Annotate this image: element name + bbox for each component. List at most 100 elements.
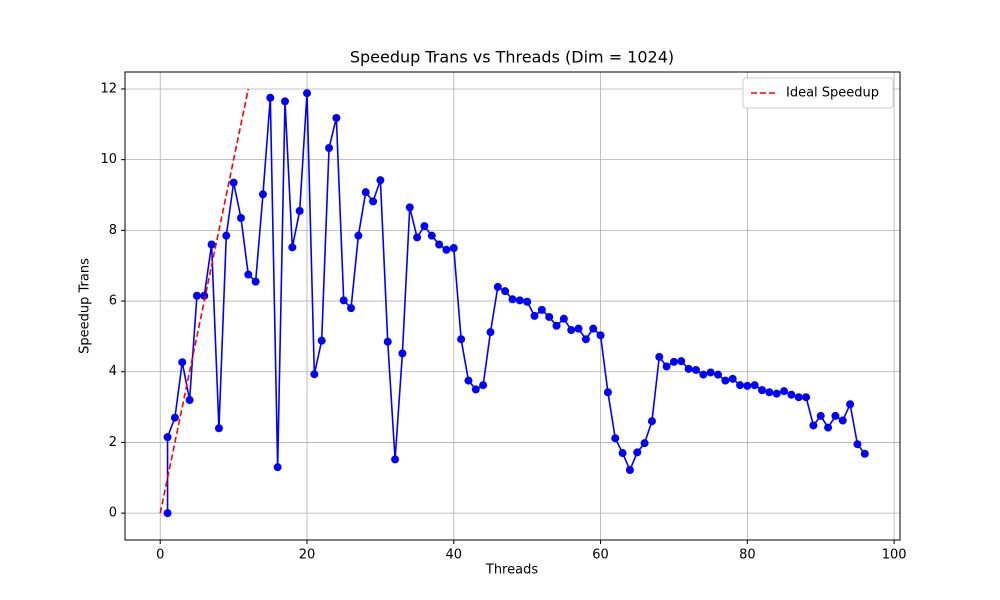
data-point xyxy=(647,417,656,426)
data-point xyxy=(699,370,708,379)
y-axis-label: Speedup Trans xyxy=(78,258,93,354)
data-point xyxy=(303,89,312,98)
data-point xyxy=(824,423,833,432)
data-point xyxy=(207,240,216,249)
y-tick-label: 12 xyxy=(100,81,117,96)
x-tick-label: 0 xyxy=(156,548,164,563)
data-point xyxy=(853,440,862,449)
data-point xyxy=(214,424,223,433)
data-point xyxy=(802,393,811,402)
data-point xyxy=(765,388,774,397)
data-point xyxy=(310,370,319,379)
data-point xyxy=(332,113,341,122)
data-point xyxy=(743,381,752,390)
data-point xyxy=(361,188,370,197)
data-point xyxy=(706,368,715,377)
data-point xyxy=(831,411,840,420)
data-point xyxy=(493,282,502,291)
data-point xyxy=(633,448,642,457)
data-point xyxy=(369,197,378,206)
data-point xyxy=(662,362,671,371)
chart-title: Speedup Trans vs Threads (Dim = 1024) xyxy=(350,48,674,67)
y-tick-label: 6 xyxy=(109,294,117,309)
data-point xyxy=(713,370,722,379)
data-point xyxy=(684,364,693,373)
data-point xyxy=(501,287,510,296)
data-point xyxy=(574,324,583,333)
data-point xyxy=(736,381,745,390)
series-line xyxy=(159,88,250,514)
data-point xyxy=(435,240,444,249)
data-point xyxy=(787,390,796,399)
data-point xyxy=(721,376,730,385)
data-point xyxy=(427,231,436,240)
data-point xyxy=(229,178,238,187)
data-point xyxy=(236,213,245,222)
data-point xyxy=(838,416,847,425)
data-point xyxy=(618,449,627,458)
data-point xyxy=(170,413,179,422)
data-point xyxy=(669,357,678,366)
data-point xyxy=(405,203,414,212)
data-point xyxy=(508,295,517,304)
data-point xyxy=(523,297,532,306)
data-point xyxy=(758,386,767,395)
data-point xyxy=(846,400,855,409)
data-point xyxy=(200,291,209,300)
data-point xyxy=(163,433,172,442)
data-point xyxy=(317,336,326,345)
data-point xyxy=(413,233,422,242)
data-point xyxy=(258,190,267,199)
legend-box xyxy=(742,77,894,109)
data-point xyxy=(515,296,524,305)
data-point xyxy=(603,388,612,397)
data-point xyxy=(581,335,590,344)
data-point xyxy=(809,421,818,430)
data-point xyxy=(567,326,576,335)
data-point xyxy=(625,466,634,475)
data-point xyxy=(288,243,297,252)
data-point xyxy=(442,245,451,254)
y-tick-label: 10 xyxy=(100,152,117,167)
data-point xyxy=(398,349,407,358)
data-point xyxy=(552,321,561,330)
data-point xyxy=(244,270,253,279)
data-point xyxy=(677,357,686,366)
data-point xyxy=(391,455,400,464)
data-point xyxy=(449,244,458,253)
data-point xyxy=(464,376,473,385)
data-point xyxy=(780,387,789,396)
data-point xyxy=(383,337,392,346)
data-point xyxy=(530,311,539,320)
data-point xyxy=(295,206,304,215)
data-point xyxy=(816,411,825,420)
data-point xyxy=(537,305,546,314)
plot-frame xyxy=(124,71,901,541)
data-point xyxy=(545,312,554,321)
data-point xyxy=(471,385,480,394)
data-point xyxy=(222,231,231,240)
data-point xyxy=(691,365,700,374)
data-point xyxy=(251,277,260,286)
data-point xyxy=(354,231,363,240)
data-point xyxy=(772,389,781,398)
data-point xyxy=(596,331,605,340)
data-point xyxy=(611,434,620,443)
data-point xyxy=(860,449,869,458)
data-point xyxy=(266,93,275,102)
data-point xyxy=(728,374,737,383)
legend-label: Ideal Speedup xyxy=(786,86,879,101)
data-point xyxy=(339,296,348,305)
y-tick-label: 0 xyxy=(109,506,117,521)
data-point xyxy=(280,97,289,106)
x-tick-label: 80 xyxy=(739,548,756,563)
x-tick-label: 100 xyxy=(882,548,907,563)
data-point xyxy=(163,509,172,518)
data-point xyxy=(750,381,759,390)
data-point xyxy=(655,352,664,361)
x-tick-label: 40 xyxy=(446,548,463,563)
data-point xyxy=(347,304,356,313)
y-tick-label: 8 xyxy=(109,223,117,238)
y-tick-label: 4 xyxy=(109,364,117,379)
data-point xyxy=(640,439,649,448)
